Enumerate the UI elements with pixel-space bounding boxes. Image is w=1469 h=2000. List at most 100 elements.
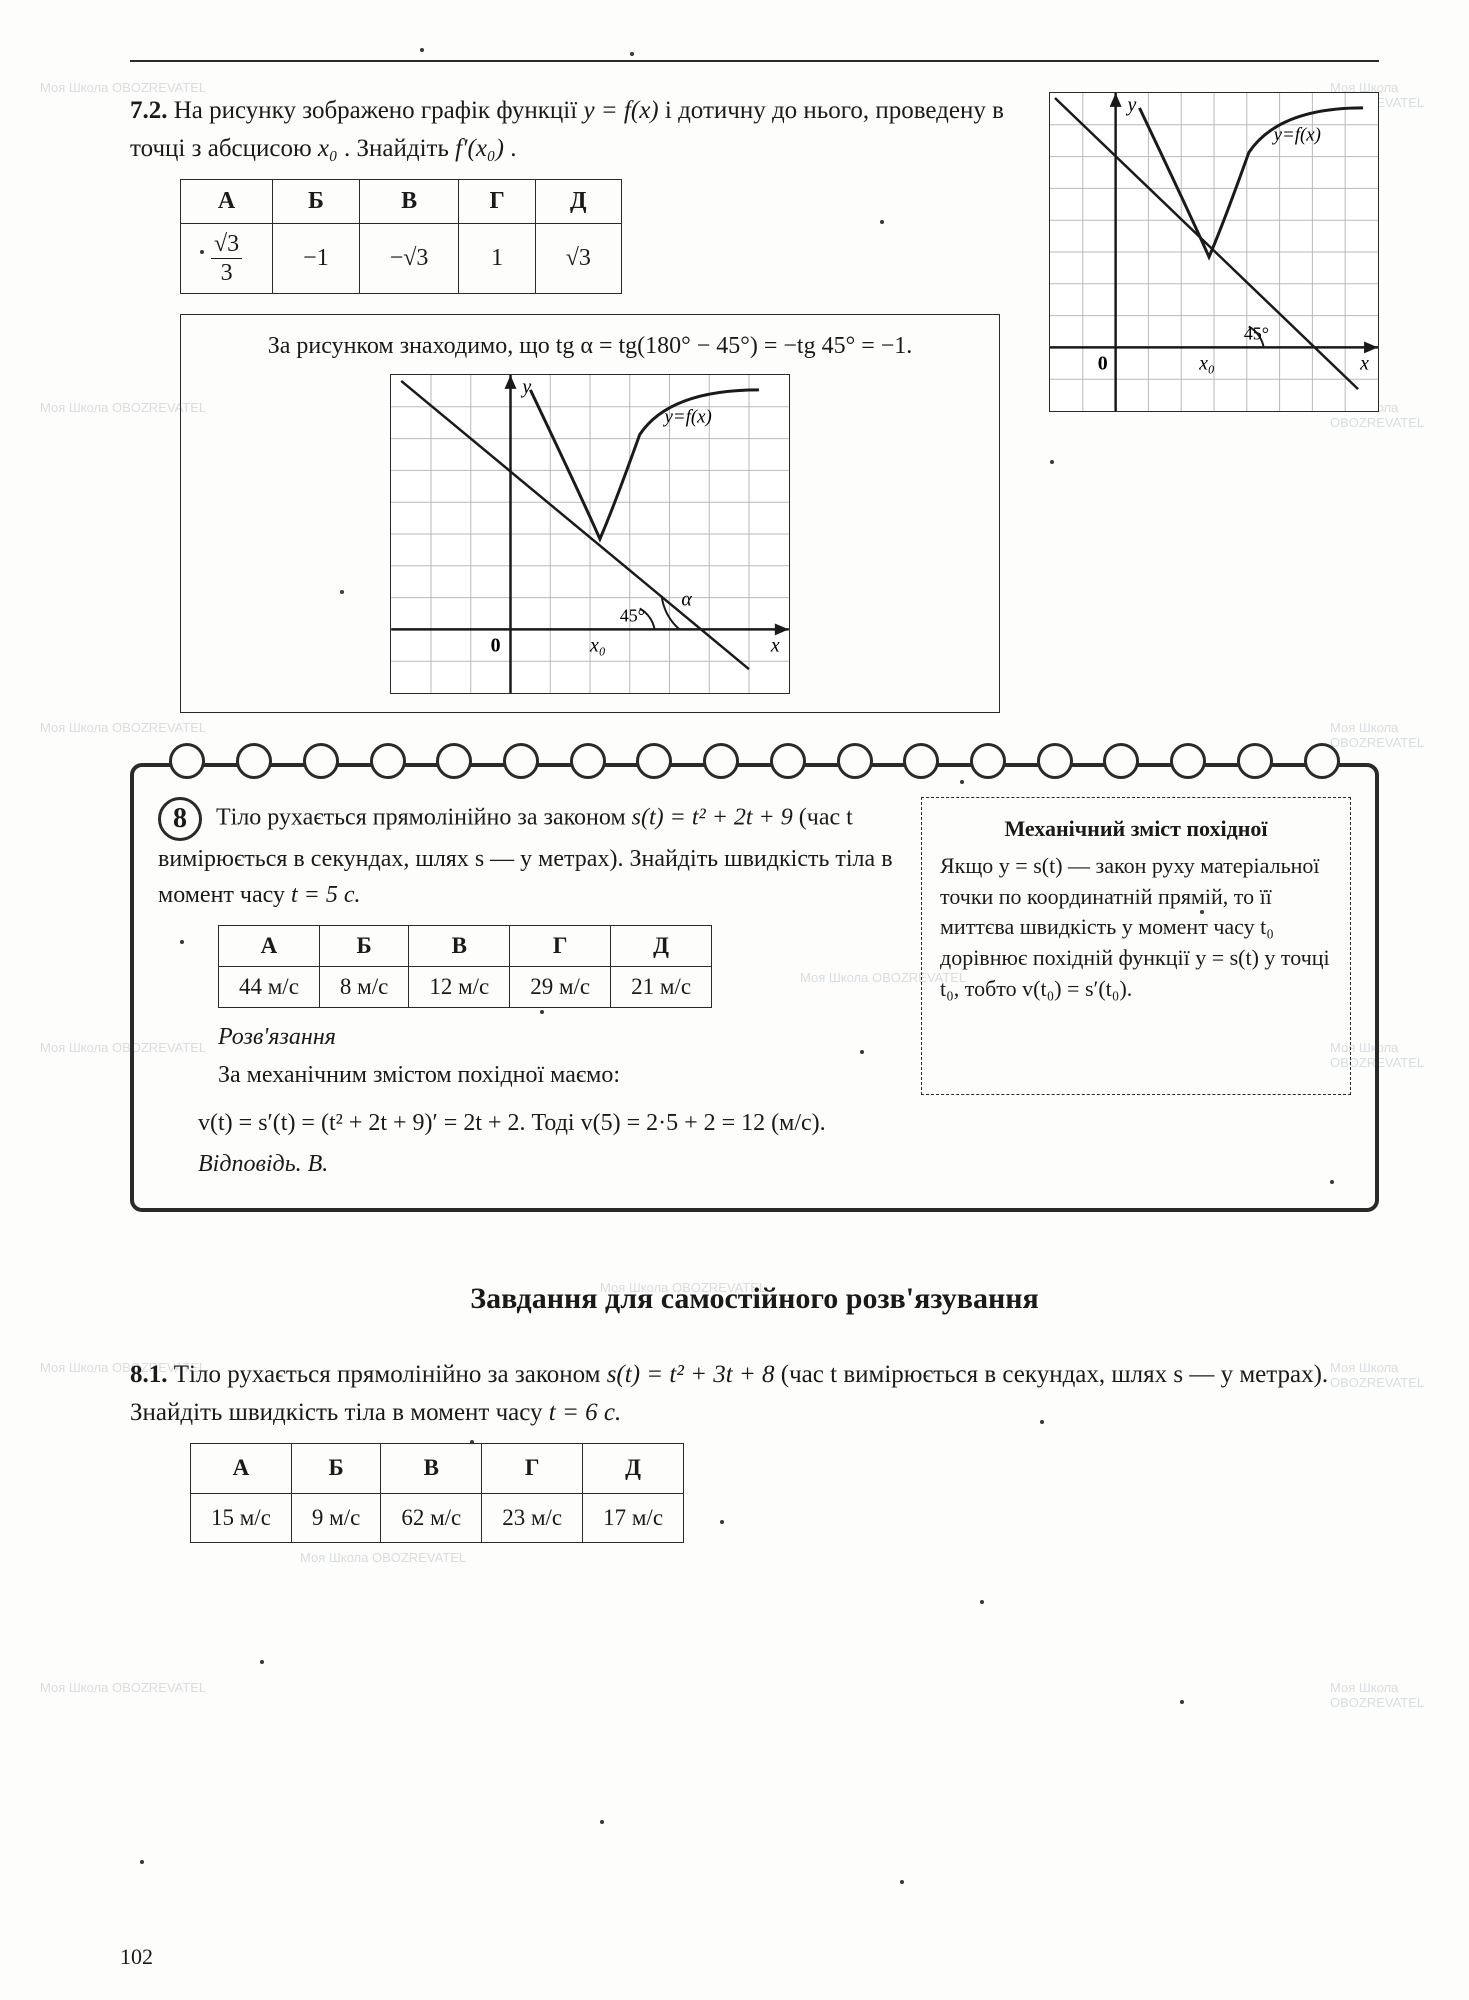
axis-label: y — [520, 376, 531, 398]
graph-solution: y x 0 x₀ 45° α y=f(x) — [390, 374, 790, 694]
text: На рисунку зображено графік функції — [174, 97, 584, 124]
table-row: 15 м/с 9 м/с 62 м/с 23 м/с 17 м/с — [191, 1493, 684, 1543]
problem-7-2-statement: 7.2. На рисунку зображено графік функції… — [130, 92, 1019, 167]
numerator: √3 — [211, 232, 242, 259]
answer-cell: 12 м/с — [409, 967, 510, 1008]
section-heading: Завдання для самостійного розв'язування — [130, 1282, 1379, 1316]
answer-table-8-1: А Б В Г Д 15 м/с 9 м/с 62 м/с 23 м/с 17 … — [190, 1443, 684, 1543]
answer-table-7-2: А Б В Г Д √3 3 −1 −√3 1 √3 — [180, 179, 622, 294]
x0-label: x₀ — [589, 634, 606, 656]
table-row: А Б В Г Д — [181, 180, 622, 224]
hole-icon — [1304, 743, 1340, 779]
origin-label: 0 — [1098, 352, 1108, 374]
answer-cell: 1 — [459, 224, 535, 294]
col-header: Б — [273, 180, 360, 224]
hole-icon — [1037, 743, 1073, 779]
answer-cell: 8 м/с — [319, 967, 408, 1008]
solution-line: За механічним змістом похідної маємо: — [218, 1056, 901, 1094]
answer-cell: −1 — [273, 224, 360, 294]
table-row: А Б В Г Д — [191, 1444, 684, 1494]
watermark: Моя Школа OBOZREVATEL — [1330, 1680, 1469, 1710]
function-label: y=f(x) — [1272, 125, 1321, 146]
problem-number: 8.1. — [130, 1361, 168, 1388]
hole-icon — [903, 743, 939, 779]
solution-label: Розв'язання — [218, 1018, 901, 1056]
hole-icon — [1170, 743, 1206, 779]
answer-cell: 29 м/с — [510, 967, 611, 1008]
answer-cell: √3 — [535, 224, 621, 294]
hole-icon — [1237, 743, 1273, 779]
table-row: А Б В Г Д — [219, 926, 712, 967]
page-number: 102 — [120, 1944, 153, 1970]
answer-cell: 15 м/с — [191, 1493, 292, 1543]
hole-icon — [703, 743, 739, 779]
col-header: А — [181, 180, 273, 224]
note-text: Якщо y = s(t) — закон руху матеріальної … — [940, 851, 1332, 1005]
answer-cell: 21 м/с — [611, 967, 712, 1008]
scan-noise — [600, 1820, 604, 1824]
table-row: 44 м/с 8 м/с 12 м/с 29 м/с 21 м/с — [219, 967, 712, 1008]
answer-cell: 62 м/с — [381, 1493, 482, 1543]
hole-icon — [636, 743, 672, 779]
scan-noise — [900, 1880, 904, 1884]
col-header: А — [219, 926, 320, 967]
formula: s(t) = t² + 3t + 8 — [607, 1361, 775, 1388]
formula: y = f(x) — [583, 97, 658, 124]
hole-icon — [503, 743, 539, 779]
watermark: Моя Школа OBOZREVATEL — [300, 1550, 466, 1565]
col-header: Г — [482, 1444, 583, 1494]
hole-icon — [370, 743, 406, 779]
axis-label: x — [770, 634, 780, 656]
problem-8-statement: 8 Тіло рухається прямолінійно за законом… — [158, 797, 901, 913]
answer-cell: √3 3 — [181, 224, 273, 294]
solution-block: Розв'язання За механічним змістом похідн… — [218, 1018, 901, 1095]
answer-cell: 9 м/с — [291, 1493, 380, 1543]
hole-icon — [236, 743, 272, 779]
col-header: Б — [291, 1444, 380, 1494]
col-header: В — [409, 926, 510, 967]
text: . — [510, 135, 516, 162]
answer-cell: 44 м/с — [219, 967, 320, 1008]
problem-8-1: 8.1. Тіло рухається прямолінійно за зако… — [130, 1356, 1379, 1543]
hole-icon — [436, 743, 472, 779]
solution-formula: v(t) = s′(t) = (t² + 2t + 9)′ = 2t + 2. … — [198, 1103, 1351, 1144]
hole-icon — [770, 743, 806, 779]
text: . Знайдіть — [344, 135, 455, 162]
scan-noise — [420, 48, 424, 52]
text: Тіло рухається прямолінійно за законом — [216, 805, 632, 831]
col-header: Г — [510, 926, 611, 967]
formula: x₀ — [318, 135, 338, 162]
formula: f′(x₀) — [455, 135, 504, 162]
solution-box-7-2: За рисунком знаходимо, що tg α = tg(180°… — [180, 314, 1000, 713]
col-header: Г — [459, 180, 535, 224]
formula: s(t) = t² + 2t + 9 — [632, 805, 793, 831]
problem-8-1-statement: 8.1. Тіло рухається прямолінійно за зако… — [130, 1356, 1379, 1431]
angle-label: 45° — [620, 605, 645, 625]
hole-icon — [970, 743, 1006, 779]
solution-text: За рисунком знаходимо, що tg α = tg(180°… — [268, 333, 913, 360]
solution-answer: Відповідь. В. — [198, 1144, 1351, 1185]
note-title: Механічний зміст похідної — [940, 814, 1332, 845]
binder-holes — [134, 743, 1375, 779]
col-header: В — [381, 1444, 482, 1494]
answer-cell: 17 м/с — [583, 1493, 684, 1543]
theory-note: Механічний зміст похідної Якщо y = s(t) … — [921, 797, 1351, 1095]
graph-problem: y x 0 x₀ 45° y=f(x) — [1049, 92, 1379, 412]
col-header: В — [359, 180, 459, 224]
answer-table-8: А Б В Г Д 44 м/с 8 м/с 12 м/с 29 м/с 21 … — [218, 925, 712, 1008]
scan-noise — [1180, 1700, 1184, 1704]
denominator: 3 — [211, 259, 242, 285]
problem-number-circled: 8 — [158, 797, 202, 841]
alpha-label: α — [681, 589, 692, 611]
problem-8-box: 8 Тіло рухається прямолінійно за законом… — [130, 763, 1379, 1212]
angle-label: 45° — [1244, 323, 1269, 343]
col-header: Б — [319, 926, 408, 967]
hole-icon — [837, 743, 873, 779]
function-label: y=f(x) — [663, 407, 712, 428]
formula: t = 5 с. — [291, 882, 361, 908]
hole-icon — [570, 743, 606, 779]
text: Тіло рухається прямолінійно за законом — [174, 1361, 607, 1388]
formula: t = 6 с. — [549, 1399, 621, 1426]
scan-noise — [260, 1660, 264, 1664]
table-row: √3 3 −1 −√3 1 √3 — [181, 224, 622, 294]
